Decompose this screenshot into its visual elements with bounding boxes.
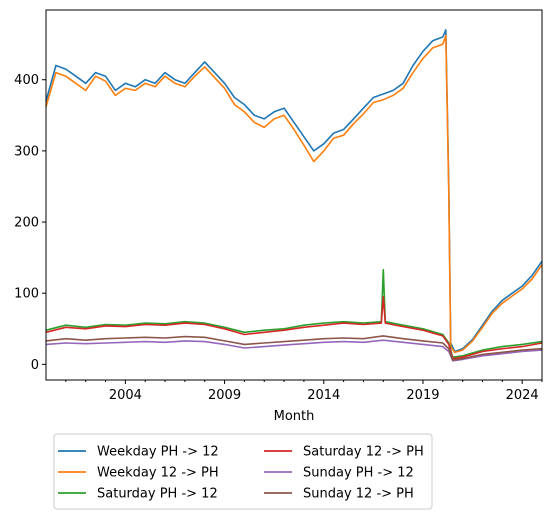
y-tick-label: 200 <box>14 216 39 231</box>
x-tick-label: 2024 <box>506 388 539 403</box>
legend-label: Weekday PH -> 12 <box>97 445 219 460</box>
legend-label: Weekday 12 -> PH <box>97 466 219 481</box>
series-lines <box>45 29 543 362</box>
legend-label: Saturday 12 -> PH <box>303 445 424 460</box>
x-tick-label: 2004 <box>109 388 142 403</box>
x-tick-label: 2014 <box>307 388 340 403</box>
series-line-6 <box>45 335 543 361</box>
legend-label: Sunday 12 -> PH <box>303 487 414 502</box>
series-line-4 <box>45 296 543 360</box>
plot-frame <box>45 9 543 381</box>
y-tick-label: 0 <box>31 358 39 373</box>
legend-label: Sunday PH -> 12 <box>303 466 414 481</box>
series-line-1 <box>45 29 543 353</box>
legend-label: Saturday PH -> 12 <box>97 487 218 502</box>
y-axis-ticks: 0 100 200 300 400 <box>14 73 46 373</box>
legend-box <box>53 433 433 510</box>
x-tick-label: 2009 <box>208 388 241 403</box>
y-tick-label: 100 <box>14 287 39 302</box>
series-line-2 <box>45 34 543 354</box>
legend: Weekday PH -> 12 Weekday 12 -> PH Saturday… <box>58 445 424 502</box>
x-tick-label: 2019 <box>406 388 439 403</box>
y-tick-label: 400 <box>14 73 39 88</box>
series-line-3 <box>45 268 543 358</box>
x-axis-title: Month <box>274 409 315 424</box>
x-axis-ticks: 2004 2009 2014 2019 2024 <box>65 380 543 403</box>
y-tick-label: 300 <box>14 144 39 159</box>
